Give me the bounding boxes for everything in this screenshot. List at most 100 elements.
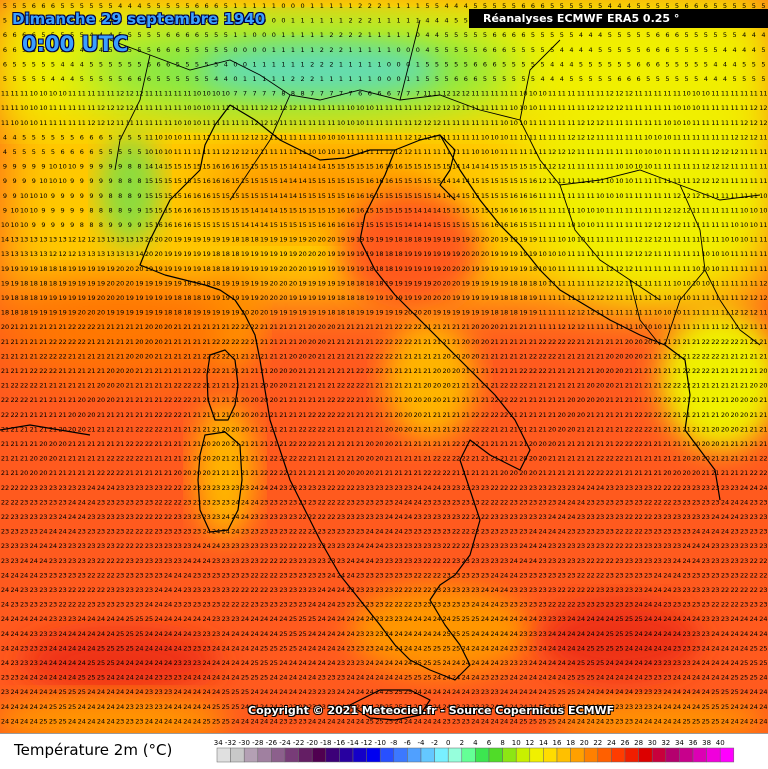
grid-value: 24 <box>615 659 623 667</box>
grid-value: 19 <box>423 265 431 273</box>
grid-value: 21 <box>711 382 719 390</box>
grid-value: 24 <box>164 703 172 711</box>
grid-value: 21 <box>615 411 623 419</box>
grid-value: 1 <box>233 17 237 25</box>
grid-value: 23 <box>212 571 220 579</box>
grid-value: 12 <box>270 104 278 112</box>
grid-value: 21 <box>318 352 326 360</box>
grid-value: 24 <box>730 615 738 623</box>
grid-value: 19 <box>145 279 153 287</box>
grid-value: 11 <box>567 279 575 287</box>
grid-value: 23 <box>750 601 758 609</box>
grid-value: 23 <box>740 513 748 521</box>
grid-value: 21 <box>385 382 393 390</box>
grid-value: 20 <box>308 250 316 258</box>
grid-value: 19 <box>279 309 287 317</box>
grid-value: 15 <box>337 163 345 171</box>
grid-value: 23 <box>116 528 124 536</box>
grid-value: 23 <box>289 703 297 711</box>
grid-value: 10 <box>30 206 38 214</box>
grid-value: 22 <box>471 425 479 433</box>
grid-value: 23 <box>538 601 546 609</box>
grid-value: 21 <box>97 440 105 448</box>
grid-value: 21 <box>68 440 76 448</box>
grid-value: 21 <box>462 382 470 390</box>
grid-value: 24 <box>404 615 412 623</box>
grid-value: 24 <box>500 717 508 725</box>
grid-value: 23 <box>279 484 287 492</box>
grid-value: 11 <box>740 265 748 273</box>
grid-value: 16 <box>164 221 172 229</box>
grid-value: 16 <box>529 192 537 200</box>
grid-value: 24 <box>49 542 57 550</box>
grid-value: 24 <box>673 674 681 682</box>
grid-value: 5 <box>541 31 545 39</box>
grid-value: 9 <box>41 206 45 214</box>
grid-value: 14 <box>481 163 489 171</box>
grid-value: 24 <box>58 674 66 682</box>
grid-value: 11 <box>462 104 470 112</box>
grid-value: 11 <box>673 250 681 258</box>
grid-value: 23 <box>730 528 738 536</box>
grid-value: 22 <box>740 571 748 579</box>
grid-value: 15 <box>462 192 470 200</box>
grid-value: 19 <box>260 236 268 244</box>
grid-value: 21 <box>721 440 729 448</box>
grid-value: 23 <box>135 498 143 506</box>
grid-value: 21 <box>730 455 738 463</box>
scale-swatch <box>311 747 327 763</box>
grid-value: 20 <box>423 294 431 302</box>
grid-value: 20 <box>318 323 326 331</box>
grid-value: 10 <box>164 148 172 156</box>
grid-value: 19 <box>423 279 431 287</box>
grid-value: 10 <box>366 104 374 112</box>
grid-value: 11 <box>740 163 748 171</box>
grid-value: 21 <box>663 440 671 448</box>
grid-value: 24 <box>740 615 748 623</box>
grid-value: 23 <box>135 703 143 711</box>
grid-value: 22 <box>759 571 767 579</box>
grid-value: 25 <box>721 688 729 696</box>
scale-swatch <box>502 747 517 763</box>
grid-value: 23 <box>183 659 191 667</box>
grid-value: 20 <box>577 396 585 404</box>
grid-value: 24 <box>375 528 383 536</box>
grid-value: 11 <box>625 206 633 214</box>
grid-value: 20 <box>500 469 508 477</box>
grid-value: 5 <box>435 60 439 68</box>
grid-value: 14 <box>279 177 287 185</box>
grid-value: 21 <box>423 455 431 463</box>
scale-tick-label: 14 <box>539 739 548 747</box>
grid-value: 22 <box>654 396 662 404</box>
grid-value: 11 <box>750 236 758 244</box>
grid-value: 22 <box>327 411 335 419</box>
grid-value: 1 <box>349 46 353 54</box>
grid-value: 19 <box>442 309 450 317</box>
grid-value: 6 <box>195 17 199 25</box>
grid-value: 8 <box>118 206 122 214</box>
grid-value: 21 <box>490 425 498 433</box>
grid-value: 14 <box>433 206 441 214</box>
grid-value: 24 <box>385 674 393 682</box>
grid-value: 23 <box>298 717 306 725</box>
grid-value: 12 <box>644 236 652 244</box>
grid-value: 12 <box>289 104 297 112</box>
grid-value: 24 <box>414 688 422 696</box>
grid-value: 22 <box>414 323 422 331</box>
grid-value: 22 <box>625 425 633 433</box>
grid-value: 9 <box>61 192 65 200</box>
grid-value: 20 <box>625 352 633 360</box>
grid-value: 18 <box>212 279 220 287</box>
grid-value: 24 <box>558 630 566 638</box>
grid-value: 24 <box>222 513 230 521</box>
grid-value: 20 <box>1 323 9 331</box>
grid-value: 22 <box>202 367 210 375</box>
grid-value: 11 <box>423 90 431 98</box>
scale-tick-label: 18 <box>566 739 575 747</box>
grid-value: 4 <box>80 46 84 54</box>
grid-value: 20 <box>298 250 306 258</box>
grid-value: 23 <box>241 557 249 565</box>
grid-value: 24 <box>663 571 671 579</box>
grid-value: 11 <box>481 104 489 112</box>
grid-value: 22 <box>10 498 18 506</box>
